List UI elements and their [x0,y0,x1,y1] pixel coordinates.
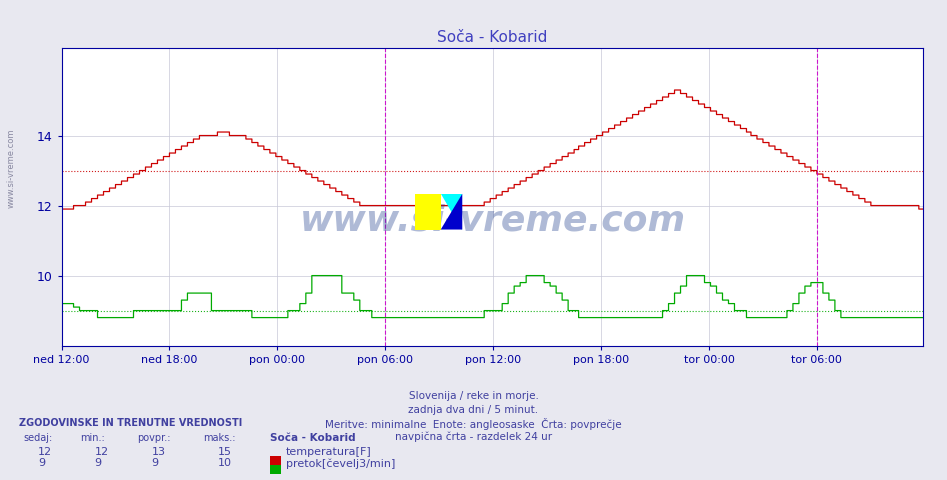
Text: ZGODOVINSKE IN TRENUTNE VREDNOSTI: ZGODOVINSKE IN TRENUTNE VREDNOSTI [19,418,242,428]
Text: temperatura[F]: temperatura[F] [286,447,372,457]
FancyBboxPatch shape [415,194,440,229]
Text: Soča - Kobarid: Soča - Kobarid [270,433,355,444]
Text: zadnja dva dni / 5 minut.: zadnja dva dni / 5 minut. [408,405,539,415]
Text: Slovenija / reke in morje.: Slovenija / reke in morje. [408,391,539,401]
Text: 13: 13 [152,447,166,457]
Title: Soča - Kobarid: Soča - Kobarid [438,30,547,46]
Text: pretok[čevelj3/min]: pretok[čevelj3/min] [286,458,395,469]
Text: Meritve: minimalne  Enote: angleosaske  Črta: povprečje: Meritve: minimalne Enote: angleosaske Čr… [325,418,622,430]
Text: www.si-vreme.com: www.si-vreme.com [7,128,16,208]
Text: navpična črta - razdelek 24 ur: navpična črta - razdelek 24 ur [395,432,552,442]
Polygon shape [440,194,462,229]
Text: 9: 9 [38,458,45,468]
Text: 12: 12 [95,447,109,457]
Polygon shape [440,194,462,229]
Text: 9: 9 [95,458,102,468]
Text: min.:: min.: [80,433,105,444]
Text: www.si-vreme.com: www.si-vreme.com [299,204,686,238]
Text: povpr.:: povpr.: [137,433,170,444]
Text: sedaj:: sedaj: [24,433,53,444]
Text: 10: 10 [218,458,232,468]
Text: 15: 15 [218,447,232,457]
Text: maks.:: maks.: [204,433,236,444]
Text: 12: 12 [38,447,52,457]
Text: 9: 9 [152,458,159,468]
